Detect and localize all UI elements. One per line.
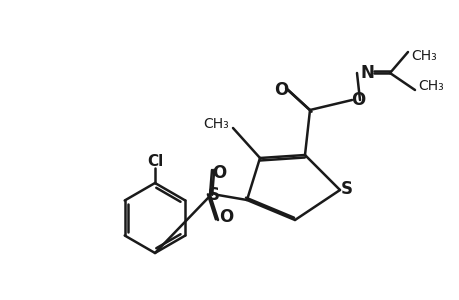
Text: O: O	[273, 81, 287, 99]
Text: Cl: Cl	[146, 154, 163, 169]
Text: N: N	[359, 64, 373, 82]
Text: O: O	[218, 208, 233, 226]
Text: O: O	[350, 91, 364, 109]
Text: CH₃: CH₃	[410, 49, 436, 63]
Text: O: O	[212, 164, 226, 182]
Text: S: S	[207, 186, 219, 204]
Text: CH₃: CH₃	[417, 79, 443, 93]
Text: CH₃: CH₃	[203, 117, 229, 131]
Text: S: S	[340, 180, 352, 198]
